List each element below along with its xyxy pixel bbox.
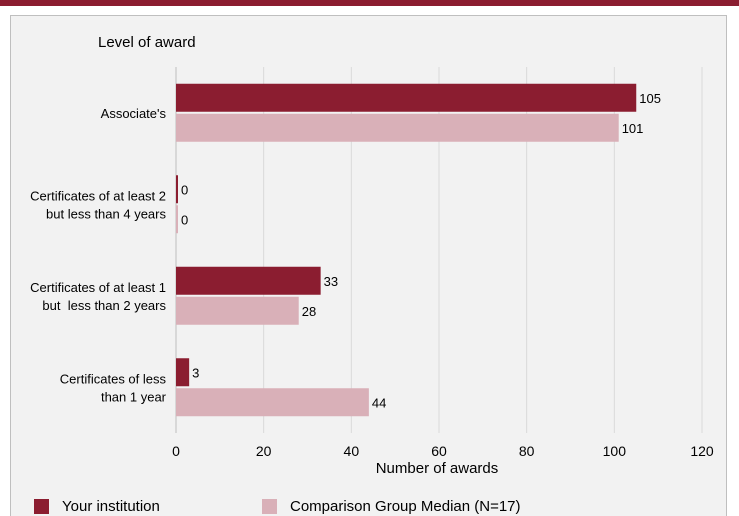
data-label-s1-c4: 3	[192, 365, 199, 380]
category-axis-title: Level of award	[98, 34, 196, 51]
category-label-c2-l2: but less than 4 years	[46, 206, 166, 221]
bar-s2-c3	[176, 296, 299, 325]
tick-label-40: 40	[344, 443, 360, 459]
top-accent-rule	[0, 0, 739, 6]
tick-label-120: 120	[690, 443, 714, 459]
bar-s2-c4	[176, 388, 369, 417]
data-label-s2-c4: 44	[372, 395, 386, 410]
data-label-s2-c3: 28	[302, 304, 316, 319]
category-label-c2-l1: Certificates of at least 2	[30, 188, 166, 203]
tick-labels: 0 20 40 60 80 100 120	[172, 443, 714, 459]
tick-label-60: 60	[431, 443, 447, 459]
category-label-c3-l1: Certificates of at least 1	[30, 280, 166, 295]
category-label-c1-l1: Associate's	[101, 106, 167, 121]
bar-s1-c1	[176, 83, 637, 112]
legend-label-comparison-group: Comparison Group Median (N=17)	[290, 498, 521, 515]
tick-label-0: 0	[172, 443, 180, 459]
bar-s2-c2	[176, 205, 178, 234]
legend-swatch-your-institution	[34, 499, 49, 514]
legend-item-your-institution: Your institution	[34, 497, 160, 516]
bar-s1-c2	[176, 175, 178, 204]
legend-label-your-institution: Your institution	[62, 498, 160, 515]
data-label-s1-c1: 105	[639, 91, 661, 106]
tick-label-80: 80	[519, 443, 535, 459]
data-label-s1-c3: 33	[324, 274, 338, 289]
data-label-s1-c2: 0	[181, 182, 188, 197]
category-label-c3-l2: but less than 2 years	[42, 298, 166, 313]
data-label-s2-c2: 0	[181, 212, 188, 227]
data-labels: 105 101 0 0 33 28 3 44	[181, 91, 661, 411]
bar-s2-c1	[176, 113, 619, 142]
category-labels: Associate's Certificates of at least 2 but…	[30, 106, 167, 405]
bar-s1-c4	[176, 358, 190, 387]
value-axis-title: Number of awards	[376, 460, 499, 477]
tick-label-100: 100	[603, 443, 627, 459]
category-label-c4-l1: Certificates of less	[60, 371, 167, 386]
data-label-s2-c1: 101	[622, 121, 644, 136]
legend-item-comparison-group: Comparison Group Median (N=17)	[262, 497, 521, 516]
tick-label-20: 20	[256, 443, 272, 459]
bar-s1-c3	[176, 266, 321, 295]
category-label-c4-l2: than 1 year	[101, 389, 167, 404]
bars	[176, 83, 637, 417]
legend-swatch-comparison-group	[262, 499, 277, 514]
